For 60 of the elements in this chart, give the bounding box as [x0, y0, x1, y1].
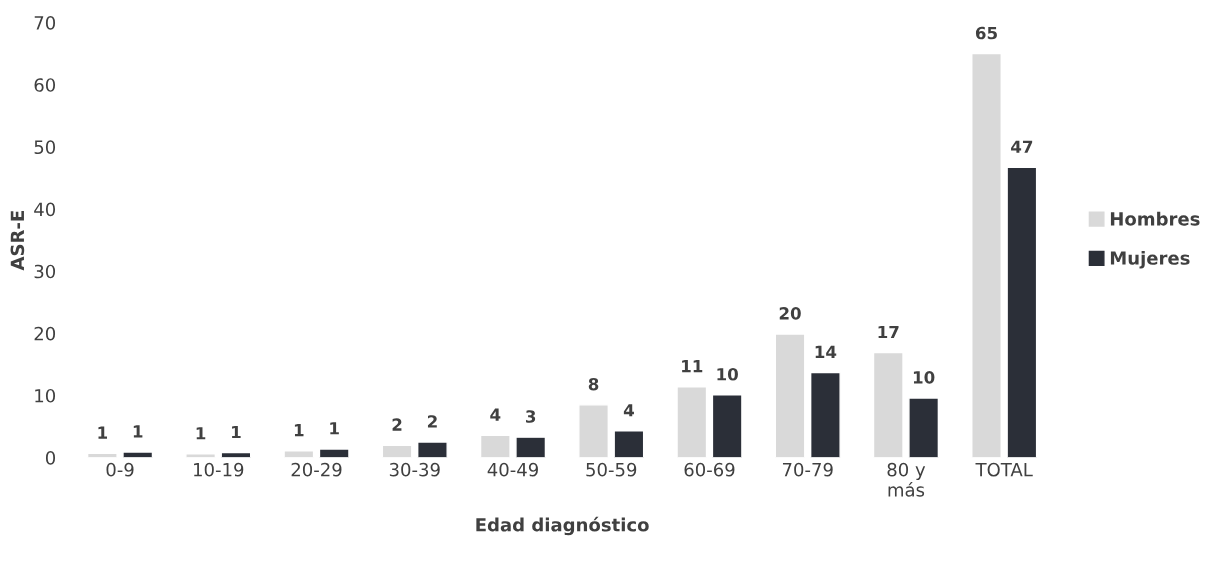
data-label: 14 — [815, 345, 837, 358]
bar — [578, 404, 609, 458]
data-label: 8 — [588, 377, 599, 391]
bar — [185, 453, 217, 458]
bar — [122, 451, 154, 458]
y-tick-label: 70 — [34, 16, 56, 30]
data-label: 1 — [196, 427, 206, 440]
data-label: 11 — [682, 360, 703, 373]
data-label: 4 — [490, 408, 501, 421]
x-tick-label: 40-49 — [487, 462, 538, 477]
bar — [774, 333, 806, 458]
x-tick-label: 50-59 — [586, 462, 637, 477]
bar — [971, 52, 1002, 458]
bar — [318, 448, 350, 458]
x-tick-label: 70-79 — [782, 462, 833, 477]
bar — [381, 444, 413, 458]
bar — [283, 450, 315, 458]
bar — [515, 436, 547, 458]
data-label: 47 — [1011, 140, 1033, 153]
legend-label: Mujeres — [1110, 250, 1190, 269]
bar — [908, 397, 940, 458]
x-tick-label: 30-39 — [389, 462, 440, 477]
data-label: 3 — [526, 410, 536, 423]
data-label: 4 — [623, 404, 634, 417]
y-tick-label: 40 — [34, 202, 56, 217]
data-label: 2 — [427, 415, 437, 428]
bar — [613, 430, 645, 458]
data-label: 1 — [232, 425, 241, 439]
data-label: 20 — [779, 307, 801, 320]
y-axis-title: ASR-E — [10, 211, 25, 271]
data-label: 1 — [98, 426, 108, 439]
x-tick-label: 80 y más — [887, 462, 926, 497]
x-tick-label: 60-69 — [684, 462, 735, 477]
bar — [417, 441, 448, 458]
data-label: 2 — [392, 418, 402, 431]
y-tick-label: 0 — [45, 451, 56, 465]
x-tick-label: 10-19 — [194, 462, 244, 477]
data-label: 1 — [294, 424, 304, 437]
x-tick-label: 0-9 — [106, 462, 134, 477]
y-tick-label: 10 — [35, 388, 56, 403]
bar — [872, 351, 904, 458]
bar — [479, 434, 511, 458]
y-tick-label: 20 — [34, 326, 56, 341]
x-axis-title: Edad diagnóstico — [476, 516, 649, 536]
x-tick-label: 20-29 — [291, 462, 342, 477]
legend-label: Hombres — [1110, 211, 1200, 226]
bar — [676, 386, 708, 458]
data-label: 10 — [717, 367, 738, 381]
bar — [711, 394, 743, 458]
bar — [809, 371, 841, 458]
y-tick-label: 50 — [34, 140, 56, 155]
data-label: 1 — [330, 422, 339, 435]
data-label: 65 — [975, 26, 997, 40]
data-label: 10 — [913, 371, 935, 384]
x-tick-label: TOTAL — [975, 462, 1033, 477]
data-label: 1 — [133, 425, 143, 438]
data-label: 17 — [878, 325, 899, 339]
bar — [1006, 166, 1038, 458]
y-tick-label: 60 — [34, 78, 56, 92]
y-tick-label: 30 — [34, 264, 56, 279]
